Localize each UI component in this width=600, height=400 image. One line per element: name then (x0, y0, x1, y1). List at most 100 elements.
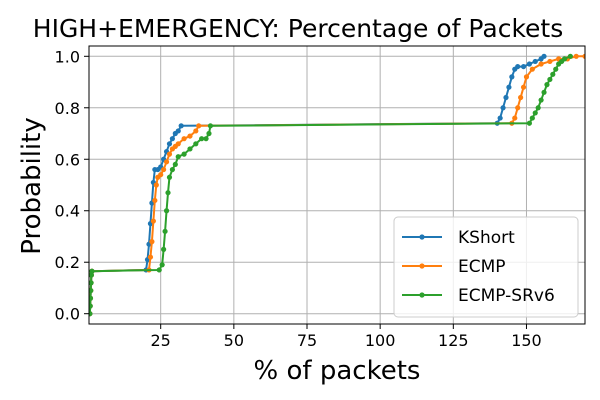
data-point-ecmp-srv6 (169, 166, 175, 173)
x-tick-label: 50 (224, 331, 244, 350)
data-point-ecmp (158, 172, 164, 178)
data-point-kshort (166, 141, 173, 147)
y-axis-label: Probability (17, 117, 47, 254)
data-point-ecmp-srv6 (567, 53, 573, 59)
legend-swatch-marker (419, 234, 425, 240)
data-point-ecmp-srv6 (187, 146, 193, 152)
x-axis-ticks: 25 50 75 100 125 150 (151, 324, 542, 350)
data-point-ecmp-srv6 (162, 228, 168, 234)
data-point-kshort (526, 61, 533, 67)
y-axis-ticks: 0.0 0.2 0.4 0.6 0.8 1.0 (55, 47, 89, 324)
data-point-ecmp (538, 61, 544, 67)
data-point-ecmp-srv6 (165, 190, 171, 196)
data-point-ecmp (196, 123, 202, 129)
data-point-ecmp-srv6 (175, 154, 181, 160)
data-point-ecmp-srv6 (89, 287, 94, 294)
data-point-ecmp (153, 182, 159, 188)
data-point-ecmp (175, 141, 181, 147)
data-point-ecmp-srv6 (544, 82, 550, 88)
x-tick-label: 150 (511, 331, 542, 350)
data-point-ecmp (187, 133, 193, 139)
legend-entry-ecmp: ECMP (402, 257, 506, 277)
legend-swatch-marker (419, 263, 425, 269)
data-point-ecmp-srv6 (541, 89, 547, 95)
data-point-ecmp (573, 53, 579, 59)
data-point-ecmp (149, 239, 155, 245)
legend-entry-ecmp-srv6: ECMP-SRv6 (402, 286, 555, 306)
data-point-ecmp-srv6 (550, 71, 556, 77)
data-point-kshort (500, 105, 506, 111)
legend-swatch-marker (419, 292, 425, 298)
data-point-ecmp (152, 197, 158, 204)
data-point-ecmp (147, 254, 154, 260)
y-tick-label: 0.8 (55, 99, 80, 118)
data-point-kshort (506, 84, 512, 90)
data-point-ecmp-srv6 (161, 246, 167, 252)
data-point-ecmp-srv6 (529, 115, 535, 121)
data-point-ecmp (181, 136, 187, 142)
data-point-ecmp-srv6 (89, 303, 93, 309)
chart-title: HIGH+EMERGENCY: Percentage of Packets (33, 14, 563, 43)
data-point-kshort (503, 94, 509, 101)
data-point-ecmp-srv6 (206, 130, 212, 137)
data-point-ecmp-srv6 (166, 174, 173, 180)
data-point-ecmp-srv6 (156, 267, 162, 273)
data-point-kshort (541, 53, 547, 59)
y-tick-label: 0.2 (55, 253, 80, 272)
data-point-ecmp (518, 94, 524, 101)
data-point-ecmp-srv6 (89, 272, 94, 278)
data-point-ecmp (150, 218, 156, 224)
grid (89, 46, 585, 324)
data-point-kshort (497, 115, 503, 121)
data-point-kshort (520, 63, 527, 70)
data-point-ecmp-srv6 (538, 97, 544, 103)
data-point-ecmp-srv6 (172, 161, 178, 168)
data-point-ecmp-srv6 (532, 110, 538, 116)
data-point-ecmp-srv6 (207, 123, 214, 129)
data-point-ecmp-srv6 (159, 262, 165, 268)
x-axis-label: % of packets (254, 356, 421, 386)
data-point-ecmp (547, 58, 553, 65)
legend-label: ECMP-SRv6 (458, 286, 555, 306)
data-point-ecmp (163, 159, 170, 165)
data-point-ecmp (582, 53, 585, 59)
x-tick-label: 25 (151, 331, 171, 350)
series-ecmp-srv6 (89, 53, 573, 317)
data-point-ecmp-srv6 (203, 136, 209, 142)
data-point-ecmp-srv6 (181, 151, 187, 157)
y-tick-label: 1.0 (55, 47, 80, 66)
data-point-ecmp (515, 105, 521, 111)
data-point-ecmp-srv6 (193, 141, 199, 147)
y-tick-label: 0.6 (55, 150, 80, 169)
data-point-ecmp (523, 74, 530, 80)
data-point-ecmp-srv6 (89, 280, 94, 286)
data-point-kshort (509, 74, 515, 80)
data-point-kshort (515, 63, 521, 70)
series-group (89, 53, 585, 317)
data-point-ecmp-srv6 (89, 311, 93, 317)
data-point-ecmp (512, 115, 518, 121)
data-point-kshort (169, 136, 175, 142)
data-point-ecmp-srv6 (535, 105, 541, 111)
y-tick-label: 0.0 (55, 305, 80, 324)
data-point-ecmp (520, 84, 527, 90)
legend: KShort ECMP ECMP-SRv6 (393, 216, 579, 318)
x-tick-label: 125 (438, 331, 469, 350)
legend-entry-kshort: KShort (402, 228, 515, 248)
data-point-ecmp (529, 66, 535, 72)
data-point-ecmp-srv6 (561, 56, 568, 62)
legend-box (393, 216, 579, 318)
data-point-ecmp (161, 166, 167, 173)
data-point-ecmp-srv6 (526, 120, 533, 126)
data-point-ecmp-srv6 (163, 208, 170, 214)
data-point-ecmp-srv6 (89, 295, 94, 301)
data-point-ecmp (166, 151, 173, 157)
y-tick-label: 0.4 (55, 202, 80, 221)
plot-frame (88, 45, 586, 325)
series-layer (89, 53, 585, 317)
data-point-kshort (532, 58, 538, 65)
data-point-ecmp-srv6 (553, 66, 559, 72)
data-point-kshort (178, 123, 184, 129)
data-point-ecmp (193, 128, 199, 134)
data-point-ecmp-srv6 (547, 76, 553, 83)
